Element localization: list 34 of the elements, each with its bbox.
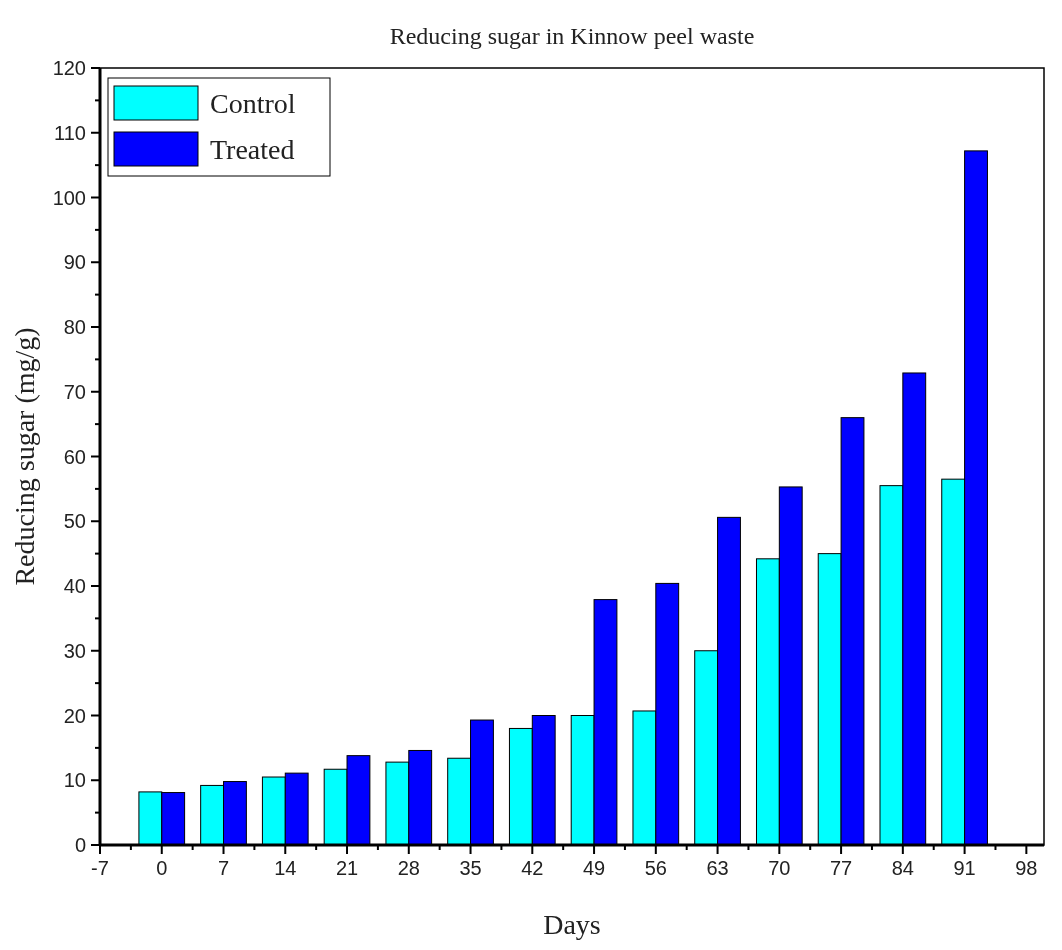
x-tick-label: 49 — [582, 857, 606, 879]
y-tick-label: 60 — [63, 445, 86, 468]
y-axis-title: Reducing sugar (mg/g) — [9, 327, 40, 586]
legend-label: Control — [210, 87, 296, 119]
y-tick-label: 10 — [63, 769, 86, 792]
legend-label: Treated — [210, 133, 295, 165]
y-tick-label: 80 — [63, 316, 86, 338]
y-tick-label: 100 — [52, 186, 86, 209]
x-tick-label: 98 — [1015, 857, 1038, 879]
y-tick-label: 0 — [74, 834, 86, 856]
y-tick-label: 90 — [63, 251, 86, 274]
y-tick-label: 50 — [63, 510, 86, 533]
y-tick-label: 30 — [63, 639, 86, 662]
x-tick-label: 28 — [397, 857, 420, 879]
x-tick-label: 91 — [953, 857, 976, 879]
x-axis-title: Days — [543, 909, 601, 940]
x-tick-label: -7 — [91, 857, 109, 879]
x-tick-label: 70 — [768, 857, 791, 879]
y-tick-label: 70 — [63, 380, 86, 403]
x-tick-label: 21 — [335, 857, 359, 879]
y-tick-label: 40 — [63, 575, 86, 597]
y-tick-label: 20 — [63, 704, 86, 727]
y-tick-label: 110 — [54, 121, 86, 144]
y-tick-label: 120 — [52, 57, 86, 79]
x-tick-label: 63 — [706, 857, 729, 879]
chart-title: Reducing sugar in Kinnow peel waste — [389, 23, 755, 49]
x-tick-label: 7 — [217, 857, 230, 879]
x-tick-label: 35 — [459, 857, 482, 879]
x-tick-label: 84 — [891, 857, 914, 879]
x-tick-label: 14 — [274, 857, 297, 879]
x-tick-label: 0 — [156, 857, 168, 879]
x-tick-label: 42 — [521, 857, 544, 879]
x-tick-label: 56 — [644, 857, 667, 879]
x-tick-label: 77 — [829, 857, 853, 879]
